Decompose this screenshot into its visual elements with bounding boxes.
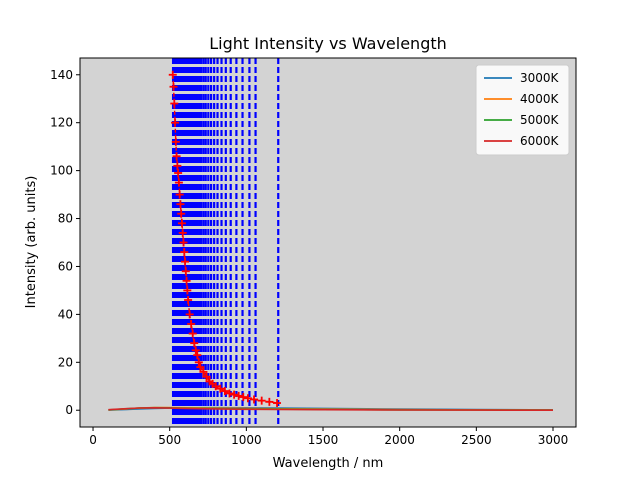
scatter-point-22 — [187, 319, 196, 328]
scatter-point-21 — [185, 310, 194, 319]
y-tick-label-120: 120 — [50, 116, 73, 130]
legend-item-4000K: 4000K — [484, 92, 560, 106]
plot-frame — [79, 57, 577, 428]
series-lines-layer — [108, 406, 554, 412]
legend-item-6000K: 6000K — [484, 134, 560, 148]
y-axis-ticks: 0 20 40 60 80 100 120 140 — [50, 68, 80, 417]
scatter-point-41 — [250, 395, 259, 404]
scatter-point-11 — [177, 209, 186, 218]
scatter-point-17 — [181, 267, 190, 276]
scatter-point-7 — [174, 169, 183, 178]
x-tick-label-0: 0 — [89, 433, 97, 447]
scatter-point-34 — [216, 384, 225, 393]
y-tick-label-100: 100 — [50, 164, 73, 178]
y-tick-label-0: 0 — [65, 403, 73, 417]
scatter-point-40 — [243, 394, 252, 403]
legend-label: 4000K — [520, 92, 560, 106]
scatter-point-30 — [202, 372, 211, 381]
x-tick-label-1000: 1000 — [231, 433, 262, 447]
scatter-point-4 — [171, 137, 180, 146]
scatter-point-13 — [178, 228, 187, 237]
y-tick-label-20: 20 — [58, 355, 73, 369]
scatter-point-44 — [273, 399, 282, 408]
x-tick-label-3000: 3000 — [538, 433, 569, 447]
scatter-point-25 — [191, 346, 200, 355]
scatter-point-2 — [170, 99, 179, 108]
legend-label: 6000K — [520, 134, 560, 148]
x-tick-label-2500: 2500 — [461, 433, 492, 447]
scatter-point-8 — [174, 178, 183, 187]
y-axis-label: Intensity (arb. units) — [24, 176, 39, 309]
x-tick-label-1500: 1500 — [308, 433, 339, 447]
x-axis-ticks: 0 500 1000 1500 2000 2500 3000 — [89, 427, 568, 447]
scatter-point-0 — [168, 70, 177, 79]
legend: 3000K 4000K 5000K 6000K — [475, 64, 570, 156]
scatter-point-6 — [173, 161, 182, 170]
scatter-point-35 — [220, 387, 229, 396]
scatter-point-37 — [230, 390, 239, 399]
x-tick-label-2000: 2000 — [384, 433, 415, 447]
scatter-point-20 — [184, 296, 193, 305]
scatter-point-18 — [182, 276, 191, 285]
legend-item-5000K: 5000K — [484, 113, 560, 127]
scatter-point-43 — [265, 397, 274, 406]
legend-box — [475, 64, 570, 156]
scatter-point-39 — [239, 393, 248, 402]
scatter-point-24 — [190, 339, 199, 348]
scatter-point-36 — [225, 389, 234, 398]
x-tick-label-500: 500 — [158, 433, 181, 447]
y-tick-label-80: 80 — [58, 212, 73, 226]
scatter-point-16 — [181, 257, 190, 266]
scatter-point-29 — [199, 367, 208, 376]
legend-item-3000K: 3000K — [484, 71, 560, 85]
scatter-point-26 — [193, 351, 202, 360]
y-tick-label-140: 140 — [50, 68, 73, 82]
scatter-point-33 — [211, 382, 220, 391]
x-axis-label: Wavelength / nm — [273, 456, 384, 471]
legend-label: 3000K — [520, 71, 560, 85]
scatter-point-27 — [194, 358, 203, 367]
y-tick-label-60: 60 — [58, 259, 73, 273]
scatter-layer — [168, 70, 282, 408]
scatter-point-42 — [257, 396, 266, 405]
scatter-point-10 — [176, 200, 185, 209]
scatter-point-15 — [180, 248, 189, 257]
y-tick-label-40: 40 — [58, 307, 73, 321]
scatter-point-12 — [177, 219, 186, 228]
scatter-point-5 — [172, 152, 181, 161]
scatter-point-23 — [188, 329, 197, 338]
legend-label: 5000K — [520, 113, 560, 127]
series-line-6000K — [108, 406, 554, 412]
scatter-point-9 — [175, 190, 184, 199]
scatter-point-14 — [179, 238, 188, 247]
scatter-point-19 — [183, 286, 192, 295]
scatter-point-28 — [196, 363, 205, 372]
scatter-point-1 — [169, 82, 178, 91]
scatter-point-38 — [234, 391, 243, 400]
scatter-point-3 — [171, 118, 180, 127]
chart-title: Light Intensity vs Wavelength — [209, 34, 447, 53]
